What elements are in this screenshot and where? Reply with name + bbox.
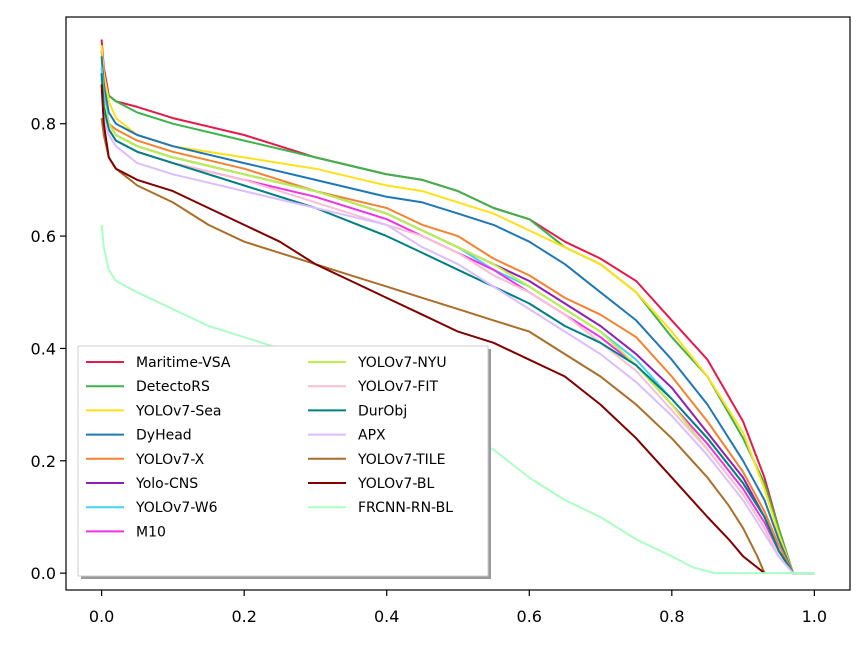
x-tick-label: 0.0	[89, 607, 114, 626]
legend-label-apx: APX	[358, 428, 386, 444]
legend-label-yolov7-fit: YOLOv7-FIT	[357, 379, 439, 395]
series-line-dyhead	[100, 56, 815, 575]
x-tick-label: 0.8	[659, 607, 684, 626]
legend: Maritime-VSA DetectoRS YOLOv7-Sea DyHead YOL…	[77, 345, 491, 579]
series-line-yolov7-bl	[100, 84, 766, 574]
series-line-yolov7-sea	[100, 45, 815, 575]
x-tick-label: 1.0	[802, 607, 827, 626]
legend-label-yolov7-bl: YOLOv7-BL	[357, 476, 434, 492]
y-tick-label: 0.6	[31, 227, 56, 246]
x-axis: 0.0 0.2 0.4 0.6 0.8 1.0	[89, 590, 827, 626]
legend-label-yolov7-x: YOLOv7-X	[135, 452, 205, 468]
y-axis: 0.0 0.2 0.4 0.6 0.8	[31, 115, 66, 583]
series-line-yolov7-x	[100, 67, 815, 575]
legend-box	[77, 345, 489, 577]
legend-label-dyhead: DyHead	[136, 428, 192, 444]
y-tick-label: 0.8	[31, 115, 56, 134]
legend-label-durobj: DurObj	[358, 403, 407, 419]
legend-label-yolov7-sea: YOLOv7-Sea	[135, 403, 221, 419]
series-line-yolov7-tile	[100, 117, 766, 574]
legend-label-maritime-vsa: Maritime-VSA	[136, 355, 231, 371]
y-tick-label: 0.4	[31, 339, 56, 358]
series-line-apx	[100, 89, 815, 575]
y-tick-label: 0.0	[31, 564, 56, 583]
x-tick-label: 0.4	[374, 607, 399, 626]
y-tick-label: 0.2	[31, 452, 56, 471]
legend-label-yolo-cns: Yolo-CNS	[135, 476, 198, 492]
legend-label-yolov7-tile: YOLOv7-TILE	[357, 452, 445, 468]
legend-label-m10: M10	[136, 524, 166, 540]
legend-label-yolov7-nyu: YOLOv7-NYU	[357, 355, 447, 371]
legend-label-yolov7-w6: YOLOv7-W6	[135, 500, 218, 516]
legend-label-frcnn-rn-bl: FRCNN-RN-BL	[358, 500, 453, 516]
legend-label-detectors: DetectoRS	[136, 379, 210, 395]
x-tick-label: 0.2	[231, 607, 256, 626]
x-tick-label: 0.6	[517, 607, 542, 626]
plot-frame	[65, 16, 851, 591]
